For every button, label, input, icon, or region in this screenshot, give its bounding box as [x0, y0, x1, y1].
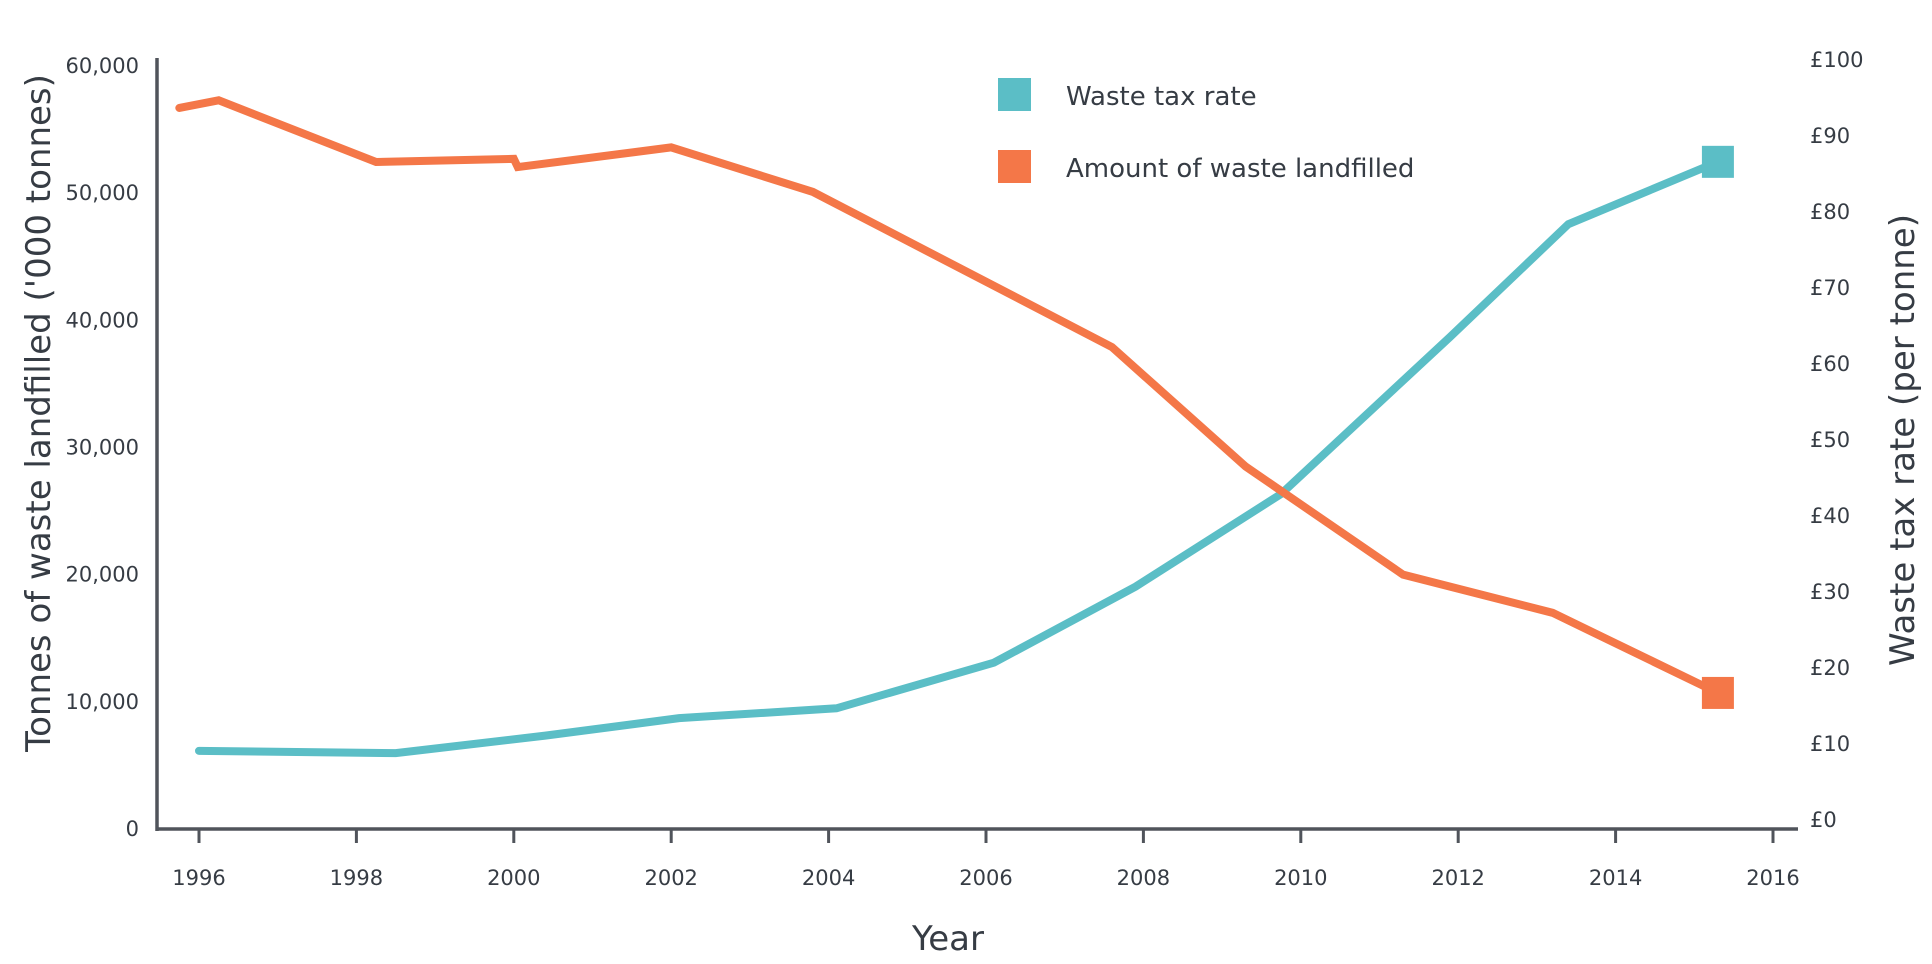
- x-tick-label: 2004: [802, 866, 855, 890]
- y-left-tick-label: 30,000: [66, 436, 139, 460]
- y-right-tick-label: £30: [1810, 580, 1850, 604]
- legend: Waste tax rate Amount of waste landfille…: [998, 78, 1414, 184]
- y-right-tick-label: £80: [1810, 200, 1850, 224]
- series-line-waste-tax-rate: [195, 157, 1722, 758]
- x-tick-label: 1996: [172, 866, 225, 890]
- axes: [155, 58, 1798, 831]
- x-tick-label: 2010: [1274, 866, 1327, 890]
- y-left-tick-label: 40,000: [66, 308, 139, 332]
- y-axis-right-title: Waste tax rate (per tonne): [1883, 214, 1923, 666]
- y-right-tick-label: £90: [1810, 124, 1850, 148]
- y-left-tick-label: 50,000: [66, 181, 139, 205]
- y-right-tick-label: £50: [1810, 428, 1850, 452]
- x-axis-ticks: 1996 1998 2000 2002 2004 2006 2008 2010 2012 2014…: [172, 829, 1800, 890]
- x-tick-label: 2006: [959, 866, 1012, 890]
- y-right-tick-label: £100: [1810, 48, 1863, 72]
- y-right-tick-label: £70: [1810, 276, 1850, 300]
- y-right-tick-label: £40: [1810, 504, 1850, 528]
- legend-item-waste-tax-rate[interactable]: Waste tax rate: [998, 78, 1257, 112]
- y-right-tick-label: £20: [1810, 656, 1850, 680]
- x-tick-label: 1998: [330, 866, 383, 890]
- y-left-tick-label: 0: [126, 817, 139, 841]
- y-left-tick-label: 20,000: [66, 563, 139, 587]
- y-left-tick-label: 60,000: [66, 54, 139, 78]
- legend-swatch-waste-landfilled: [998, 150, 1031, 183]
- series-layer: [175, 96, 1734, 758]
- x-tick-label: 2008: [1117, 866, 1170, 890]
- x-tick-label: 2016: [1746, 866, 1799, 890]
- y-right-tick-label: £0: [1810, 808, 1837, 832]
- x-axis-title: Year: [911, 919, 984, 959]
- legend-label-waste-tax-rate: Waste tax rate: [1066, 82, 1257, 112]
- y-axis-left-title: Tonnes of waste landfilled ('000 tonnes): [19, 74, 59, 753]
- series-line-amount-of-waste-landfilled: [175, 96, 1722, 697]
- x-tick-label: 2000: [487, 866, 540, 890]
- legend-label-waste-landfilled: Amount of waste landfilled: [1066, 154, 1414, 184]
- end-marker-waste-tax-rate: [1701, 145, 1734, 178]
- y-right-tick-label: £60: [1810, 352, 1850, 376]
- x-tick-label: 2014: [1589, 866, 1642, 890]
- y-axis-left-ticks: 0 10,000 20,000 30,000 40,000 50,000 60,000: [66, 54, 139, 841]
- y-left-tick-label: 10,000: [66, 690, 139, 714]
- legend-item-waste-landfilled[interactable]: Amount of waste landfilled: [998, 150, 1414, 184]
- legend-swatch-waste-tax-rate: [998, 78, 1031, 111]
- x-tick-label: 2012: [1431, 866, 1484, 890]
- x-tick-label: 2002: [644, 866, 697, 890]
- y-axis-right-ticks: £0 £10 £20 £30 £40 £50 £60 £70 £80 £90 £100: [1810, 48, 1863, 832]
- y-right-tick-label: £10: [1810, 732, 1850, 756]
- end-marker-amount-of-waste-landfilled: [1701, 676, 1734, 709]
